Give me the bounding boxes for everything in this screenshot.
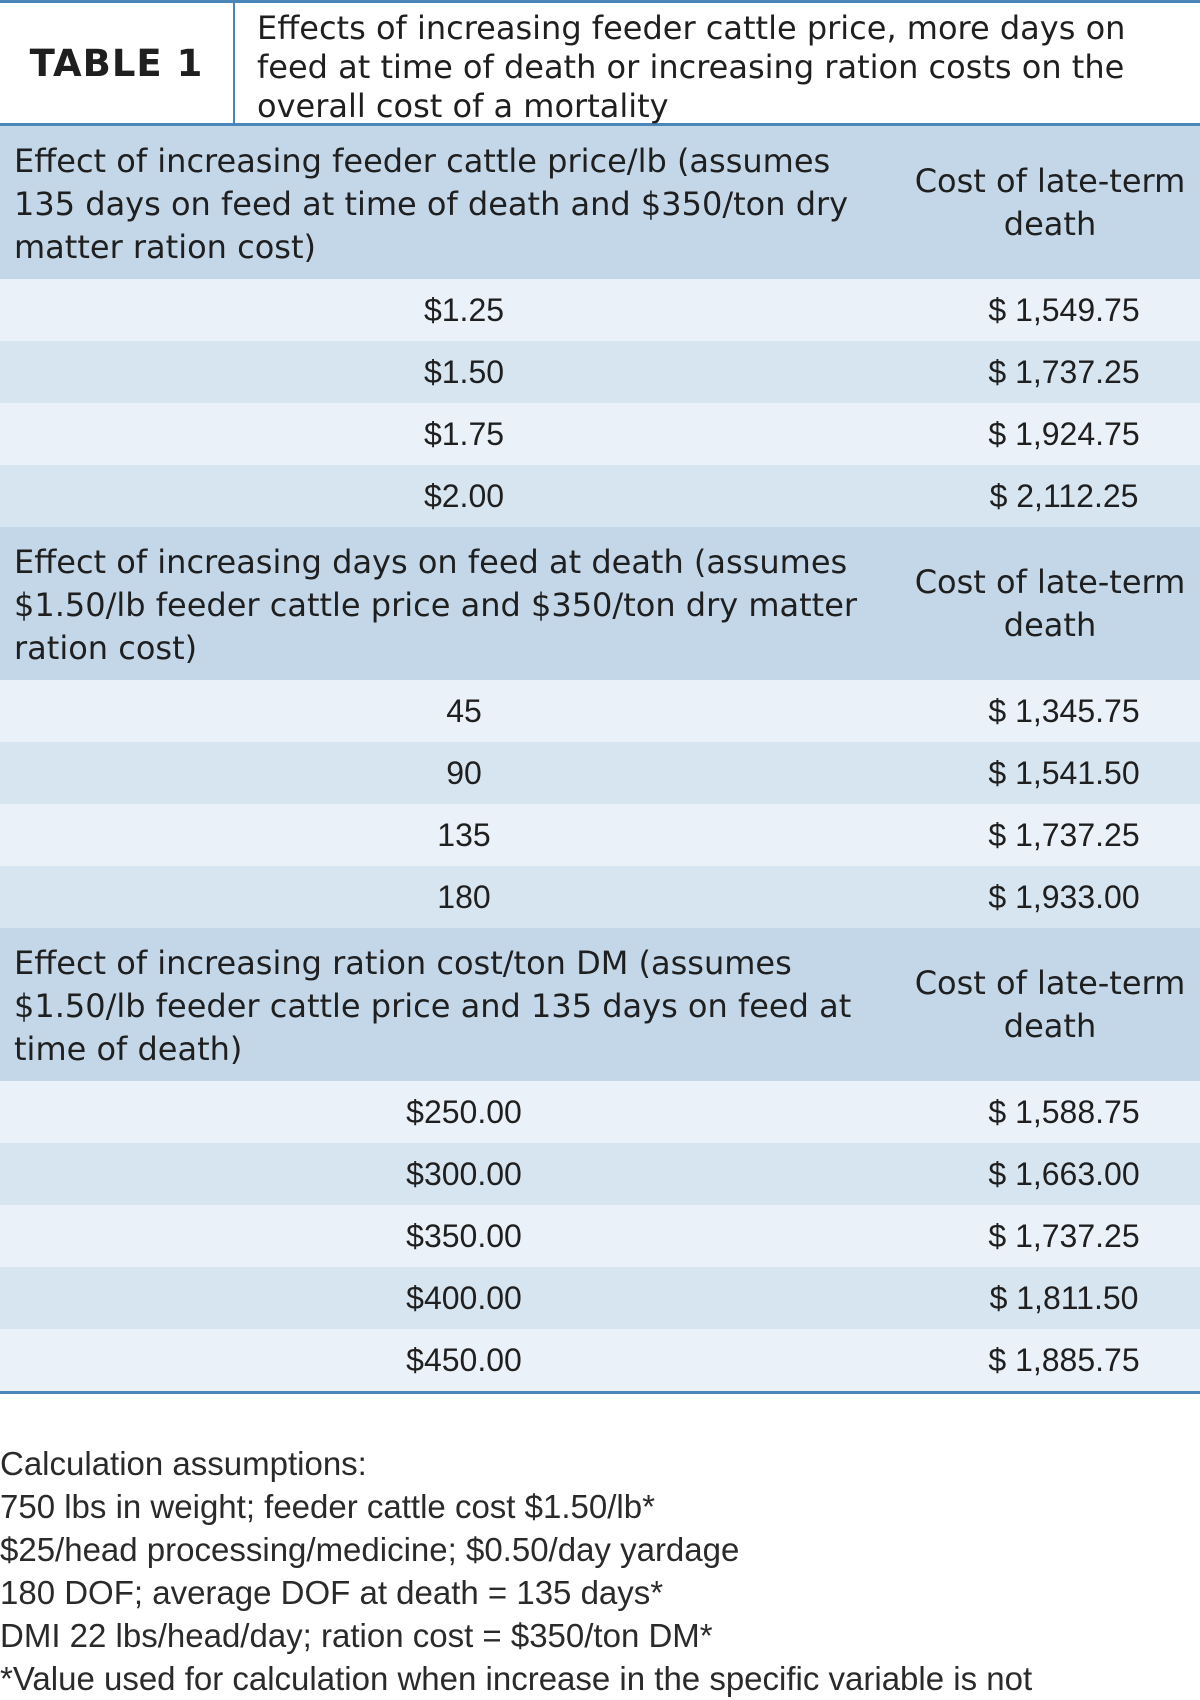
table-row: $1.75 $ 1,924.75 xyxy=(0,403,1200,465)
cell-cost: $ 1,737.25 xyxy=(988,353,1140,390)
table-row: 180 $ 1,933.00 xyxy=(0,866,1200,928)
notes-line: DMI 22 lbs/head/day; ration cost = $350/… xyxy=(0,1617,713,1654)
table-label: TABLE 1 xyxy=(0,3,235,123)
cell-variable-value: 135 xyxy=(437,816,491,853)
cell-cost: $ 1,737.25 xyxy=(988,1217,1140,1254)
cell-variable-value: $2.00 xyxy=(423,477,505,514)
table-row: 135 $ 1,737.25 xyxy=(0,804,1200,866)
cell-variable-value: $1.75 xyxy=(423,415,505,452)
table-row: 45 $ 1,345.75 xyxy=(0,680,1200,742)
table-row: $400.00 $ 1,811.50 xyxy=(0,1267,1200,1329)
cell-variable-value: $1.25 xyxy=(423,291,505,328)
cell-cost: $ 1,663.00 xyxy=(988,1155,1140,1192)
notes-heading: Calculation assumptions: xyxy=(0,1445,367,1482)
table-row: $450.00 $ 1,885.75 xyxy=(0,1329,1200,1391)
section-header: Effect of increasing days on feed at dea… xyxy=(0,527,1200,680)
section-header: Effect of increasing feeder cattle price… xyxy=(0,126,1200,279)
cell-cost: $ 1,885.75 xyxy=(988,1341,1140,1378)
table-row: $2.00 $ 2,112.25 xyxy=(0,465,1200,527)
notes-line: 750 lbs in weight; feeder cattle cost $1… xyxy=(0,1488,655,1525)
cell-cost: $ 1,811.50 xyxy=(989,1279,1139,1316)
cell-cost: $ 1,737.25 xyxy=(988,816,1140,853)
cell-variable-value: $250.00 xyxy=(406,1093,522,1130)
table-row: $1.25 $ 1,549.75 xyxy=(0,279,1200,341)
notes-line: $25/head processing/medicine; $0.50/day … xyxy=(0,1531,740,1568)
cell-variable-value: $300.00 xyxy=(406,1155,522,1192)
cell-cost: $ 1,588.75 xyxy=(988,1093,1140,1130)
cell-variable-value: $350.00 xyxy=(406,1217,522,1254)
column-header-cost: Cost of late-term death xyxy=(914,161,1186,243)
section-heading: Effect of increasing ration cost/ton DM … xyxy=(14,944,852,1068)
cell-variable-value: 45 xyxy=(446,692,482,729)
table-title: Effects of increasing feeder cattle pric… xyxy=(257,9,1126,125)
column-header-cost: Cost of late-term death xyxy=(914,562,1186,644)
calculation-notes: Calculation assumptions: 750 lbs in weig… xyxy=(0,1442,1200,1700)
cell-variable-value: $400.00 xyxy=(406,1279,522,1316)
cell-cost: $ 2,112.25 xyxy=(989,477,1139,514)
section-heading: Effect of increasing days on feed at dea… xyxy=(14,543,858,667)
table-row: $1.50 $ 1,737.25 xyxy=(0,341,1200,403)
cell-cost: $ 1,933.00 xyxy=(988,878,1140,915)
cell-cost: $ 1,345.75 xyxy=(988,692,1140,729)
column-header-cost: Cost of late-term death xyxy=(914,963,1186,1045)
cell-variable-value: $1.50 xyxy=(423,353,505,390)
notes-line: *Value used for calculation when increas… xyxy=(0,1660,1033,1697)
table-row: $300.00 $ 1,663.00 xyxy=(0,1143,1200,1205)
table-row: 90 $ 1,541.50 xyxy=(0,742,1200,804)
cell-cost: $ 1,541.50 xyxy=(988,754,1140,791)
cell-variable-value: 90 xyxy=(446,754,482,791)
cell-variable-value: 180 xyxy=(437,878,491,915)
section-heading: Effect of increasing feeder cattle price… xyxy=(14,142,849,266)
section-header: Effect of increasing ration cost/ton DM … xyxy=(0,928,1200,1081)
table-row: $250.00 $ 1,588.75 xyxy=(0,1081,1200,1143)
notes-line: 180 DOF; average DOF at death = 135 days… xyxy=(0,1574,664,1611)
cell-cost: $ 1,549.75 xyxy=(988,291,1140,328)
table-title-row: TABLE 1 Effects of increasing feeder cat… xyxy=(0,0,1200,126)
table-bottom-rule xyxy=(0,1391,1200,1394)
cell-variable-value: $450.00 xyxy=(406,1341,522,1378)
cell-cost: $ 1,924.75 xyxy=(988,415,1140,452)
table-row: $350.00 $ 1,737.25 xyxy=(0,1205,1200,1267)
